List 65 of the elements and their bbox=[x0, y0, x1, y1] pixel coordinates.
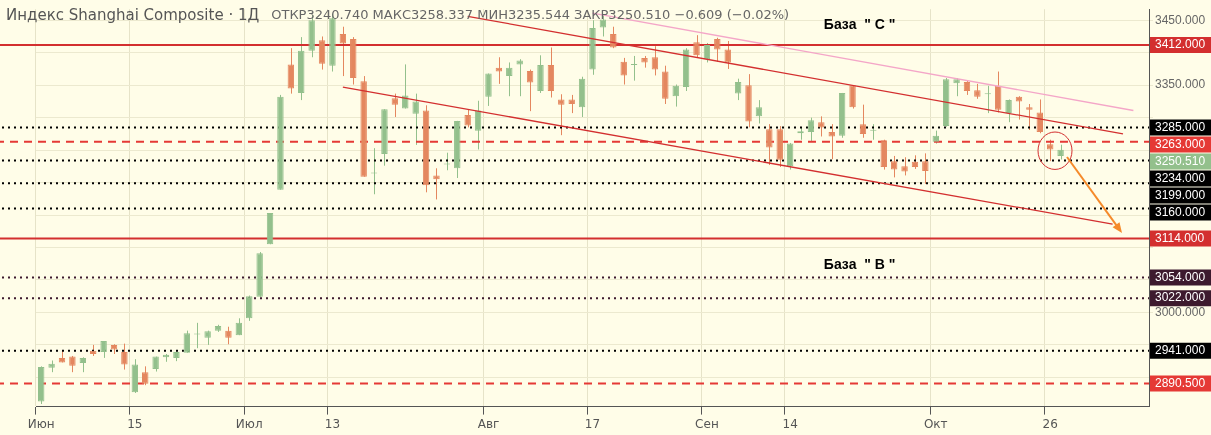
candlestick bbox=[495, 56, 503, 85]
candlestick bbox=[651, 45, 659, 76]
candlestick bbox=[485, 72, 492, 107]
x-tick-label: Авг bbox=[477, 416, 500, 431]
candlestick bbox=[724, 40, 731, 70]
ref-line-label: 3412.000 bbox=[1155, 37, 1206, 52]
candlestick bbox=[859, 104, 867, 139]
candlestick bbox=[807, 117, 815, 142]
candlestick bbox=[672, 84, 679, 108]
y-tick-label: 3450.000 bbox=[1155, 12, 1206, 27]
candlestick bbox=[734, 78, 742, 101]
candlestick bbox=[516, 58, 523, 97]
candlestick bbox=[693, 34, 700, 58]
candlestick bbox=[318, 35, 326, 71]
ref-line-label: 3199.000 bbox=[1155, 187, 1206, 202]
candlestick bbox=[766, 123, 773, 166]
ref-line-label: 3022.000 bbox=[1155, 290, 1206, 305]
x-tick-label: Июл bbox=[235, 416, 263, 431]
candlestick bbox=[339, 26, 347, 77]
ref-line-label: 2890.500 bbox=[1155, 375, 1206, 390]
candlestick bbox=[630, 55, 638, 82]
candlestick bbox=[922, 152, 929, 185]
ref-line-label: 3263.000 bbox=[1155, 136, 1206, 151]
ref-line-label: 3234.000 bbox=[1155, 170, 1206, 185]
candlestick bbox=[287, 47, 295, 95]
x-tick-label: 15 bbox=[127, 416, 143, 431]
x-tick-label: 17 bbox=[584, 416, 601, 431]
x-tick-label: 14 bbox=[782, 416, 798, 431]
candlestick bbox=[901, 156, 908, 176]
candlestick bbox=[142, 365, 149, 386]
x-tick-label: 13 bbox=[324, 416, 341, 431]
candlestick bbox=[433, 167, 440, 200]
x-tick-label: Окт bbox=[923, 416, 948, 431]
x-tick-label: Сен bbox=[695, 416, 719, 431]
chart-subtitle: ОТКР3240.740 МАКС3258.337 МИН3235.544 ЗАКР3250.510 −0.609 (−0.02%) bbox=[271, 7, 790, 23]
text: 3250.510 bbox=[1155, 153, 1206, 168]
candlestick bbox=[714, 37, 721, 63]
candlestick bbox=[620, 57, 627, 86]
ref-line-label: 3160.000 bbox=[1155, 204, 1206, 219]
candlestick bbox=[890, 155, 898, 178]
candlestick bbox=[526, 69, 534, 112]
candlestick bbox=[391, 93, 399, 118]
candlestick bbox=[547, 47, 555, 99]
candlestick bbox=[568, 94, 575, 114]
candlestick bbox=[818, 115, 825, 137]
annotation: База " B " bbox=[823, 256, 896, 273]
x-tick-label: 26 bbox=[1042, 416, 1058, 431]
candlestick bbox=[246, 295, 253, 322]
candlestick bbox=[121, 343, 128, 371]
candlestick bbox=[506, 61, 513, 97]
chart-title: Индекс Shanghai Composite · 1Д bbox=[6, 5, 260, 24]
annotation: База " C " bbox=[823, 15, 896, 32]
ref-line-label: 3114.000 bbox=[1155, 230, 1205, 245]
candlestick bbox=[412, 93, 419, 146]
candlestick bbox=[558, 93, 565, 136]
ref-line-label: 2941.000 bbox=[1155, 343, 1206, 358]
candlestick bbox=[1026, 103, 1033, 131]
y-tick-label: 3000.000 bbox=[1155, 304, 1206, 319]
candlestick bbox=[994, 71, 1002, 113]
ref-line-label: 3285.000 bbox=[1155, 119, 1206, 134]
y-tick-label: 3350.000 bbox=[1155, 77, 1206, 92]
candlestick bbox=[537, 54, 544, 94]
candlestick bbox=[1005, 98, 1012, 123]
ref-line-label: 3054.000 bbox=[1155, 269, 1206, 284]
x-tick-label: Июн bbox=[27, 416, 55, 431]
